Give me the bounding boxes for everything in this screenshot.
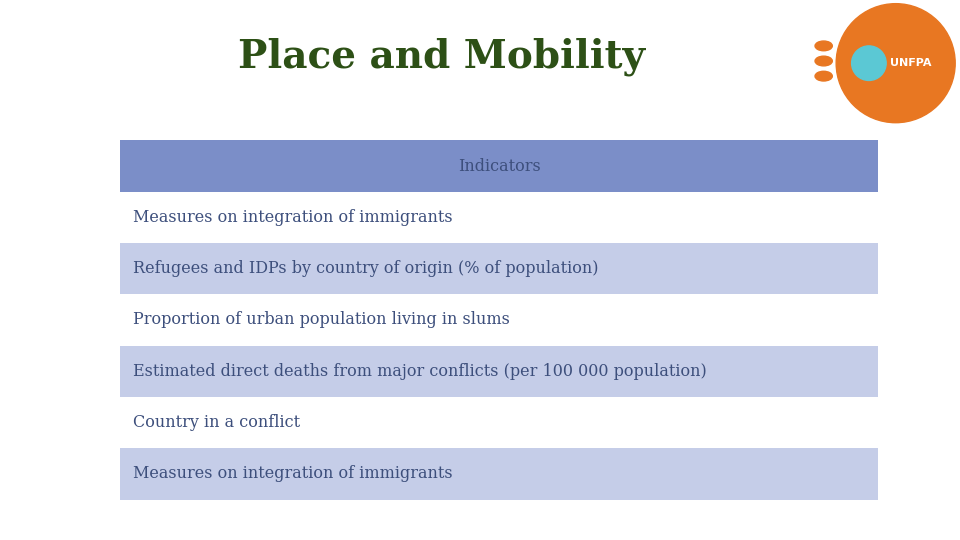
Bar: [120, 243, 878, 294]
Ellipse shape: [836, 4, 955, 123]
Bar: [120, 294, 878, 346]
Text: Indicators: Indicators: [458, 158, 540, 174]
Ellipse shape: [852, 46, 886, 80]
Circle shape: [865, 71, 882, 81]
Text: UNFPA: UNFPA: [890, 58, 931, 68]
Bar: [120, 192, 878, 243]
Text: Country in a conflict: Country in a conflict: [133, 414, 300, 431]
Text: Refugees and IDPs by country of origin (% of population): Refugees and IDPs by country of origin (…: [133, 260, 599, 277]
Bar: [120, 140, 878, 192]
Bar: [120, 397, 878, 448]
Text: Measures on integration of immigrants: Measures on integration of immigrants: [133, 209, 453, 226]
Bar: [120, 346, 878, 397]
Circle shape: [840, 71, 857, 81]
Circle shape: [815, 71, 832, 81]
Circle shape: [865, 56, 882, 66]
Text: Estimated direct deaths from major conflicts (per 100 000 population): Estimated direct deaths from major confl…: [133, 363, 708, 380]
Circle shape: [865, 41, 882, 51]
Circle shape: [840, 41, 857, 51]
Text: Proportion of urban population living in slums: Proportion of urban population living in…: [133, 312, 511, 328]
Circle shape: [840, 56, 857, 66]
Circle shape: [815, 41, 832, 51]
Circle shape: [815, 56, 832, 66]
Text: Place and Mobility: Place and Mobility: [238, 37, 645, 76]
Text: Measures on integration of immigrants: Measures on integration of immigrants: [133, 465, 453, 482]
Bar: [120, 448, 878, 500]
